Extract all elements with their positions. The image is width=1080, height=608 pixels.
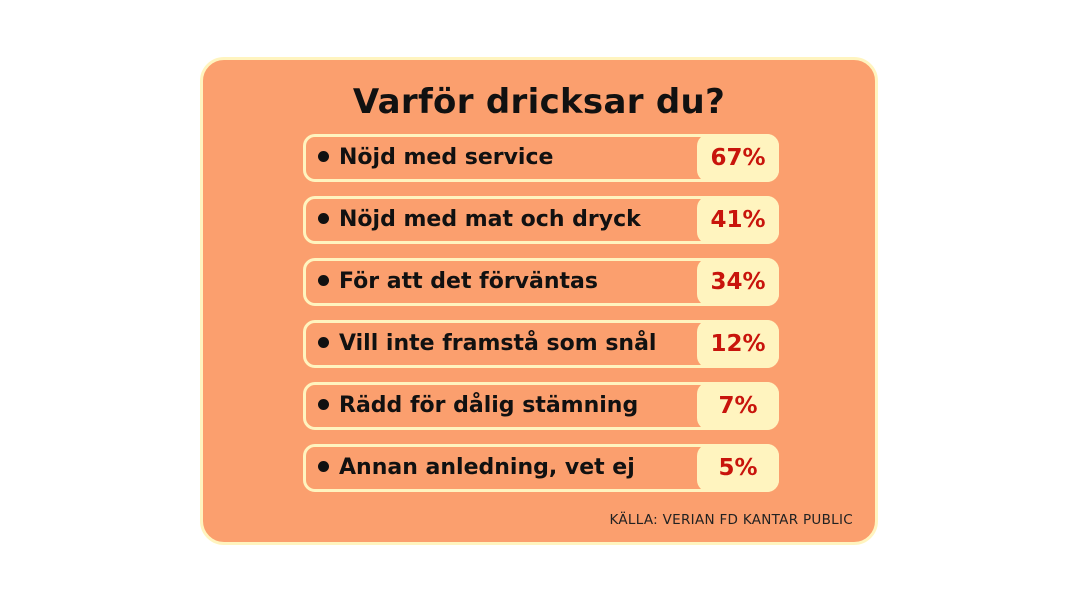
list-item: Nöjd med service 67% (303, 134, 779, 182)
list-item: Nöjd med mat och dryck 41% (303, 196, 779, 244)
percent-value: 34% (697, 258, 779, 306)
list-item: Annan anledning, vet ej 5% (303, 444, 779, 492)
percent-value: 5% (697, 444, 779, 492)
item-text: Rädd för dålig stämning (339, 393, 639, 418)
item-text: För att det förväntas (339, 269, 598, 294)
item-label: Nöjd med service (318, 137, 553, 179)
percent-value: 67% (697, 134, 779, 182)
infographic-card: Varför dricksar du? Nöjd med service 67% N… (200, 57, 878, 545)
list-item: Rädd för dålig stämning 7% (303, 382, 779, 430)
item-label: Nöjd med mat och dryck (318, 199, 641, 241)
bullet-icon (318, 398, 329, 410)
list-item: Vill inte framstå som snål 12% (303, 320, 779, 368)
percent-value: 41% (697, 196, 779, 244)
source-note: KÄLLA: VERIAN FD KANTAR PUBLIC (609, 512, 853, 528)
item-label: För att det förväntas (318, 261, 598, 303)
chart-title: Varför dricksar du? (352, 82, 726, 122)
bullet-icon (318, 274, 329, 286)
item-label: Vill inte framstå som snål (318, 323, 656, 365)
bullet-icon (318, 150, 329, 162)
list-item: För att det förväntas 34% (303, 258, 779, 306)
item-text: Annan anledning, vet ej (339, 455, 635, 480)
bullet-icon (318, 336, 329, 348)
item-label: Annan anledning, vet ej (318, 447, 635, 489)
item-text: Nöjd med service (339, 145, 554, 170)
bullet-icon (318, 460, 329, 472)
bullet-icon (318, 212, 329, 224)
item-label: Rädd för dålig stämning (318, 385, 638, 427)
item-text: Nöjd med mat och dryck (339, 207, 641, 232)
item-text: Vill inte framstå som snål (339, 331, 657, 356)
percent-value: 7% (697, 382, 779, 430)
percent-value: 12% (697, 320, 779, 368)
